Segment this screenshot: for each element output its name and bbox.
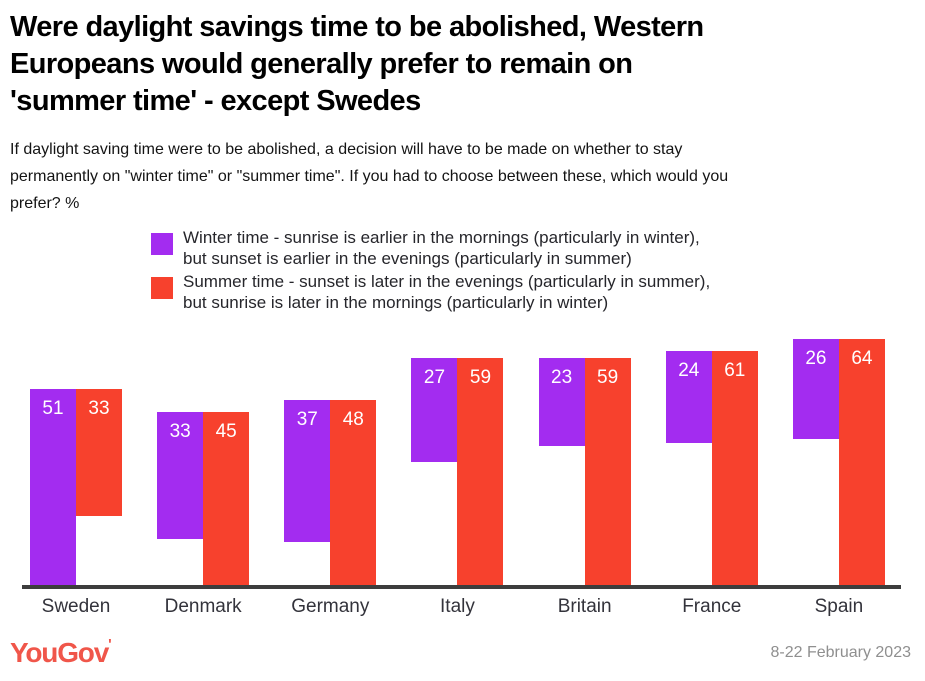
x-axis-line [22, 585, 901, 589]
subtitle-line: permanently on "winter time" or "summer … [10, 168, 729, 185]
x-axis-label-germany: Germany [291, 596, 370, 617]
legend-label: Summer time - sunset is later in the eve… [183, 271, 710, 313]
x-axis-label-britain: Britain [557, 596, 612, 617]
x-axis-label-spain: Spain [814, 596, 864, 617]
title-line: 'summer time' - except Swedes [10, 85, 421, 117]
winter-time-swatch-icon [151, 233, 173, 255]
legend-label: Winter time - sunrise is earlier in the … [183, 227, 700, 269]
x-axis-label-italy: Italy [440, 596, 475, 617]
infographic: Were daylight savings time to be abolish… [10, 9, 911, 668]
legend-label-line: but sunset is earlier in the evenings (p… [183, 249, 632, 268]
bar-value-label: 61 [724, 360, 746, 381]
bar-winter-time: 37 [284, 400, 331, 542]
subtitle-line: If daylight saving time were to be aboli… [10, 141, 683, 158]
bar-group-germany: 37 48 [284, 400, 377, 585]
legend-entry-summer-time: Summer time - sunset is later in the eve… [151, 271, 911, 313]
bar-value-label: 24 [678, 360, 700, 381]
footer: YouGov' 8-22 February 2023 [10, 636, 911, 669]
bar-value-label: 33 [88, 398, 110, 419]
chart-legend: Winter time - sunrise is earlier in the … [151, 227, 911, 313]
x-axis-labels: Sweden Denmark Germany Italy Britain France Sp… [10, 596, 911, 618]
bar-group-italy: 27 59 [411, 358, 504, 585]
bar-summer-time: 45 [203, 412, 250, 585]
summer-time-swatch-icon [151, 277, 173, 299]
legend-label-line: Winter time - sunrise is earlier in the … [183, 228, 700, 247]
subtitle-line: prefer? % [10, 195, 80, 212]
bar-value-label: 64 [851, 348, 873, 369]
fieldwork-dates: 8-22 February 2023 [770, 644, 911, 661]
bar-value-label: 45 [215, 421, 237, 442]
bar-value-label: 37 [296, 409, 318, 430]
bar-value-label: 51 [42, 398, 64, 419]
bar-groups: 51 33 33 45 37 48 27 59 23 59 24 61 26 64 [10, 335, 911, 585]
bar-group-denmark: 33 45 [157, 412, 250, 585]
bar-group-britain: 23 59 [538, 358, 631, 585]
survey-question: If daylight saving time were to be aboli… [10, 136, 911, 217]
bar-value-label: 26 [805, 348, 827, 369]
bar-group-spain: 26 64 [792, 339, 885, 585]
title-line: Were daylight savings time to be abolish… [10, 11, 704, 43]
bar-winter-time: 26 [792, 339, 839, 439]
x-axis-label-sweden: Sweden [41, 596, 111, 617]
x-axis-label-france: France [682, 596, 742, 617]
bar-value-label: 59 [469, 367, 492, 388]
bar-winter-time: 23 [538, 358, 585, 446]
bar-value-label: 48 [342, 409, 364, 430]
bar-winter-time: 24 [665, 351, 712, 443]
x-axis-label-denmark: Denmark [164, 596, 242, 617]
bar-summer-time: 64 [838, 339, 885, 585]
bar-group-sweden: 51 33 [30, 389, 122, 585]
bar-group-france: 24 61 [665, 351, 758, 585]
bar-winter-time: 27 [411, 358, 458, 462]
page-title: Were daylight savings time to be abolish… [10, 9, 911, 120]
bar-summer-time: 33 [76, 389, 122, 516]
bar-summer-time: 59 [584, 358, 631, 585]
bar-winter-time: 51 [30, 389, 76, 585]
bar-value-label: 27 [423, 367, 446, 388]
logo-text: YouGov [10, 637, 109, 668]
legend-label-line: Summer time - sunset is later in the eve… [183, 272, 711, 291]
bar-winter-time: 33 [157, 412, 204, 539]
legend-label-line: but sunrise is later in the mornings (pa… [183, 293, 609, 312]
bar-value-label: 59 [597, 367, 619, 388]
logo-trademark-icon: ' [108, 636, 112, 653]
bar-summer-time: 48 [330, 400, 377, 585]
legend-entry-winter-time: Winter time - sunrise is earlier in the … [151, 227, 911, 269]
bar-summer-time: 59 [457, 358, 504, 585]
bar-summer-time: 61 [711, 351, 758, 585]
bar-value-label: 33 [169, 421, 191, 442]
title-line: Europeans would generally prefer to rema… [10, 48, 633, 80]
yougov-logo: YouGov' [10, 636, 112, 669]
bar-value-label: 23 [551, 367, 573, 388]
